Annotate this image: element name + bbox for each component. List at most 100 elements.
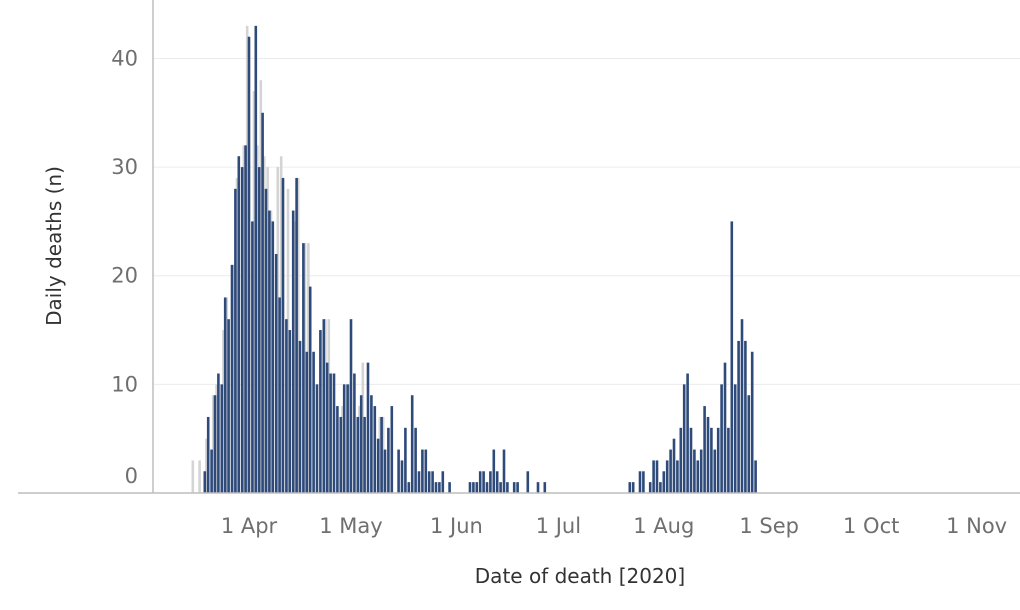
light-bar [242, 145, 246, 493]
dark-bar [329, 373, 332, 493]
dark-bar [376, 438, 380, 493]
x-tick-label: 1 Oct [843, 514, 899, 538]
y-tick-label: 20 [111, 264, 138, 288]
dark-bar [274, 254, 278, 493]
dark-bar [472, 482, 475, 493]
dark-bar [363, 416, 366, 493]
dark-bar [247, 36, 251, 494]
light-bar [232, 264, 235, 493]
dark-bar [240, 167, 244, 493]
dark-bar [720, 384, 723, 493]
dark-bar [271, 221, 275, 493]
dark-bar [410, 395, 414, 493]
dark-bar [475, 482, 479, 493]
dark-bar [737, 340, 740, 493]
dark-bar [716, 427, 720, 493]
dark-bar [638, 471, 642, 493]
dark-bar [322, 319, 326, 493]
dark-bar [536, 482, 540, 493]
dark-bar [234, 188, 237, 493]
dark-bar [703, 406, 706, 493]
dark-bar [366, 362, 370, 493]
dark-bar [308, 286, 312, 493]
dark-bar [359, 395, 363, 493]
dark-bar [723, 362, 727, 493]
light-bar [235, 177, 239, 494]
light-bar [276, 167, 280, 493]
dark-bar [689, 427, 693, 493]
dark-bar [353, 373, 356, 493]
dark-bar [268, 210, 271, 493]
dark-bar [400, 460, 404, 493]
light-bar [262, 156, 266, 493]
y-axis-title: Daily deaths (n) [42, 166, 66, 326]
x-tick-label: 1 Aug [633, 514, 694, 538]
dark-bar [676, 460, 679, 493]
dark-bar [264, 188, 268, 493]
dark-bar [427, 471, 431, 493]
dark-bar [631, 482, 635, 493]
x-tick-label: 1 May [319, 514, 382, 538]
dark-bar [223, 297, 227, 493]
dark-bar [686, 373, 689, 493]
dark-bar [278, 297, 281, 493]
dark-bar [210, 449, 213, 493]
dark-bar [733, 384, 737, 493]
light-bar [358, 406, 361, 493]
y-tick-label: 10 [111, 372, 138, 396]
dark-bar [485, 482, 489, 493]
dark-bar [744, 340, 747, 493]
dark-bar [305, 351, 309, 493]
dark-bar [257, 167, 261, 493]
dark-bar [730, 221, 734, 493]
light-bar [324, 319, 327, 493]
dark-bar [336, 406, 339, 493]
dark-bar [397, 449, 400, 493]
dark-bar [696, 460, 700, 493]
x-tick-label: 1 Jul [536, 514, 581, 538]
y-tick-labels: 0 10 20 30 40 [111, 46, 138, 488]
light-bar [259, 80, 263, 493]
dark-bar [672, 438, 676, 493]
light-bar [211, 395, 215, 493]
dark-bar [665, 460, 669, 493]
dark-bar [254, 25, 258, 493]
dark-bar [319, 330, 322, 493]
light-bar [269, 210, 273, 493]
dark-bar [346, 384, 349, 493]
dark-bar [237, 156, 241, 493]
x-tick-label: 1 Sep [739, 514, 799, 538]
light-bar [245, 25, 249, 493]
dark-bar [512, 482, 516, 493]
dark-bar [441, 471, 445, 493]
dark-bar [499, 482, 502, 493]
dark-bar [383, 449, 387, 493]
dark-bar [339, 416, 343, 493]
light-bars [191, 25, 385, 494]
dark-bar [332, 373, 336, 493]
light-bar [327, 319, 331, 493]
dark-bar [754, 460, 757, 493]
light-bar [307, 243, 310, 493]
light-bar [381, 416, 385, 493]
dark-bar [652, 460, 655, 493]
dark-bar [682, 384, 686, 493]
dark-bar [421, 449, 424, 493]
dark-bar [543, 482, 547, 493]
dark-bar [489, 471, 492, 493]
dark-bar [291, 210, 295, 493]
light-bar [286, 188, 290, 493]
dark-bar [662, 471, 666, 493]
dark-bar [325, 362, 329, 493]
dark-bar [342, 384, 346, 493]
y-tick-label: 0 [125, 464, 138, 488]
light-bar [252, 91, 256, 493]
y-tick-label: 40 [111, 46, 138, 70]
x-tick-labels: 1 Apr 1 May 1 Jun 1 Jul 1 Aug 1 Sep 1 Oct 1 Nov [221, 514, 1007, 538]
light-bar [361, 362, 365, 493]
dark-bar [482, 471, 485, 493]
dark-bar [404, 427, 407, 493]
dark-bars [203, 25, 757, 494]
dark-bar [448, 482, 451, 493]
